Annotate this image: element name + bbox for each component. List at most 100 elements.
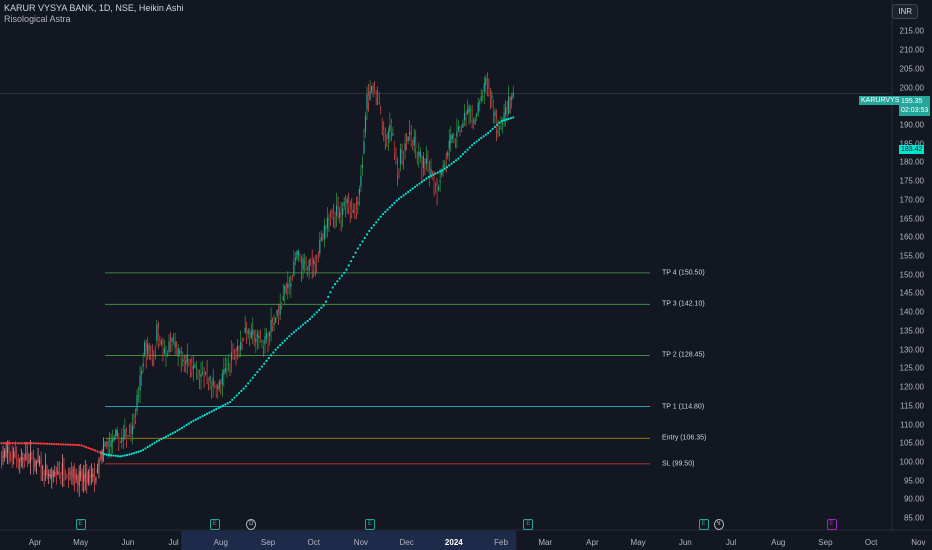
candle-body	[241, 340, 243, 345]
candle-body	[185, 360, 187, 365]
candle-body	[25, 452, 27, 460]
indicator-dot	[66, 443, 69, 446]
candle-body	[229, 362, 231, 364]
indicator-dot	[359, 243, 362, 247]
candle-body	[112, 439, 114, 442]
candle-body	[124, 429, 126, 438]
indicator-dot	[89, 447, 92, 450]
indicator-dot	[11, 442, 15, 445]
candle-body	[93, 474, 95, 482]
indicator-dot	[400, 195, 403, 199]
indicator-dot	[464, 150, 467, 154]
candle-body	[212, 377, 214, 387]
candle-body	[121, 437, 123, 442]
indicator-dot	[468, 146, 471, 149]
candle-body	[354, 212, 356, 214]
indicator-dot	[493, 125, 497, 128]
indicator-dot	[327, 295, 330, 299]
currency-button[interactable]: INR	[892, 4, 918, 19]
candle-body	[342, 208, 344, 215]
indicator-dot	[23, 442, 26, 445]
indicator-dot	[205, 412, 209, 415]
x-tick-label: Oct	[864, 538, 878, 547]
candle-body	[109, 442, 111, 449]
candle-body	[419, 151, 421, 158]
candle-body	[198, 374, 201, 379]
candle-body	[236, 346, 239, 352]
candle-body	[307, 269, 309, 272]
candle-body	[424, 160, 426, 163]
indicator-dot	[295, 329, 298, 332]
candle-body	[78, 471, 80, 486]
indicator-dot	[132, 452, 136, 455]
indicator-name[interactable]: Risological Astra	[4, 14, 71, 24]
candle-body	[10, 455, 12, 460]
indicator-dot	[180, 426, 184, 429]
candle-body	[288, 283, 290, 293]
indicator-dot	[384, 210, 387, 213]
candle-body	[151, 356, 153, 359]
candle-body	[276, 309, 278, 316]
candle-body	[351, 210, 353, 214]
earnings-marker-icon[interactable]: E	[523, 519, 534, 530]
dividend-marker-icon[interactable]: D	[246, 519, 257, 530]
indicator-dot	[14, 442, 17, 445]
indicator-dot	[441, 169, 444, 172]
candle-body	[497, 131, 499, 133]
indicator-dot	[486, 131, 490, 135]
candle-body	[183, 359, 185, 367]
candle-body	[512, 92, 514, 98]
candle-body	[393, 140, 396, 155]
candle-body	[249, 330, 251, 340]
y-tick-label: 165.00	[899, 214, 924, 224]
candle-body	[130, 434, 132, 441]
indicator-dot	[169, 433, 172, 436]
indicator-dot	[71, 443, 74, 446]
candle-body	[378, 103, 380, 104]
split-marker-icon[interactable]: ↯	[713, 519, 724, 530]
candle-body	[398, 168, 400, 170]
candle-body	[422, 156, 424, 169]
candle-body	[434, 184, 437, 186]
candle-body	[172, 342, 175, 345]
indicator-dot	[114, 454, 117, 457]
x-tick-label: Apr	[28, 538, 42, 547]
earnings-marker-icon[interactable]: E	[365, 519, 376, 530]
candle-body	[469, 109, 472, 111]
candle-body	[243, 338, 245, 340]
indicator-dot	[25, 442, 28, 445]
indicator-dot	[283, 339, 286, 342]
candle-body	[252, 329, 254, 336]
candle-body	[323, 225, 325, 240]
earnings-future-marker-icon[interactable]: E	[826, 519, 837, 530]
candle-body	[340, 211, 342, 221]
candle-body	[66, 476, 68, 478]
candle-body	[270, 319, 272, 332]
indicator-dot	[126, 453, 129, 457]
earnings-marker-icon[interactable]: E	[698, 519, 709, 530]
candle-body	[177, 348, 179, 357]
indicator-dot	[4, 442, 8, 445]
candle-body	[159, 341, 161, 345]
indicator-dot	[18, 442, 21, 445]
indicator-dot	[489, 129, 492, 133]
candle-body	[271, 321, 274, 326]
x-tick-label: Jul	[725, 538, 737, 547]
candle-body	[46, 470, 48, 477]
earnings-marker-icon[interactable]: E	[75, 519, 86, 530]
indicator-dot	[110, 454, 113, 457]
candle-body	[194, 364, 196, 368]
candle-body	[26, 454, 28, 465]
candle-body	[218, 381, 220, 388]
candle-body	[191, 366, 193, 374]
indicator-dot	[98, 451, 101, 454]
indicator-dot	[450, 162, 453, 165]
candle-body	[459, 128, 461, 134]
earnings-marker-icon[interactable]: E	[209, 519, 220, 530]
y-tick-label: 125.00	[899, 363, 924, 373]
indicator-dot	[436, 171, 439, 174]
candle-body	[322, 239, 324, 242]
candle-body	[211, 381, 213, 388]
